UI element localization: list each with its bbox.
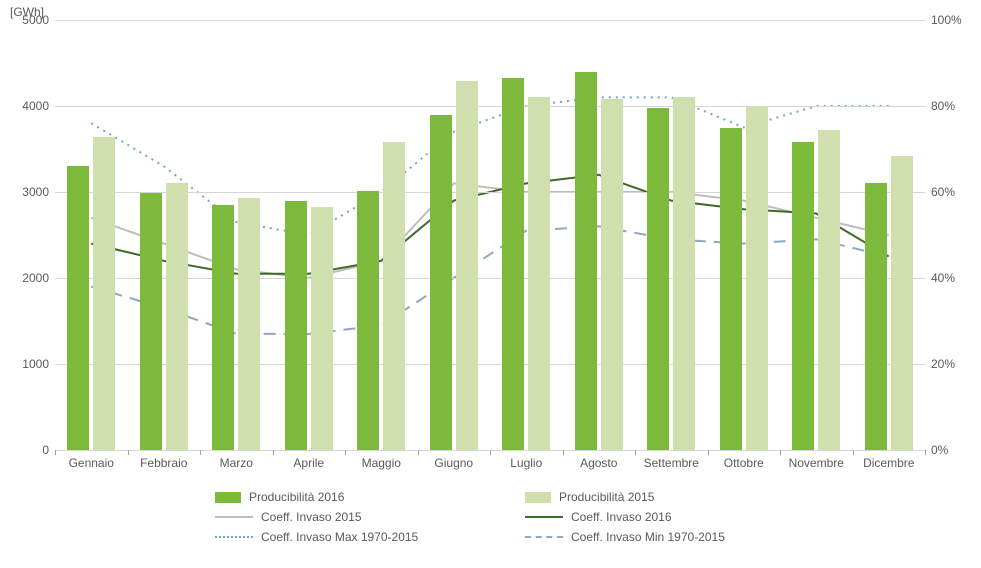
legend-label: Coeff. Invaso 2015 <box>261 510 362 524</box>
y-right-tick-label: 0% <box>931 443 976 457</box>
chart-container: [GWh] 00%100020%200040%300060%400080%500… <box>0 0 981 568</box>
legend-swatch-line-invasoMax <box>215 536 253 538</box>
line-invaso2016 <box>91 175 889 274</box>
bar-prod2016 <box>67 166 89 450</box>
x-tick <box>418 450 419 455</box>
y-right-tick-label: 20% <box>931 357 976 371</box>
legend-label: Producibilità 2016 <box>249 490 344 504</box>
bar-prod2015 <box>528 97 550 450</box>
x-category-label: Marzo <box>220 456 253 470</box>
line-invasoMax <box>91 97 889 235</box>
x-category-label: Luglio <box>510 456 542 470</box>
y-left-tick-label: 2000 <box>4 271 49 285</box>
x-category-label: Dicembre <box>863 456 914 470</box>
legend-swatch-line-invaso2016 <box>525 516 563 518</box>
x-category-label: Settembre <box>644 456 699 470</box>
legend-item-invasoMin: Coeff. Invaso Min 1970-2015 <box>525 530 835 544</box>
line-invaso2015 <box>91 183 889 278</box>
bar-prod2015 <box>456 81 478 450</box>
plot-area: [GWh] 00%100020%200040%300060%400080%500… <box>55 20 925 450</box>
x-tick <box>853 450 854 455</box>
bar-prod2015 <box>311 207 333 450</box>
bar-prod2016 <box>140 193 162 450</box>
x-category-label: Giugno <box>434 456 473 470</box>
x-tick <box>490 450 491 455</box>
x-tick <box>200 450 201 455</box>
legend-label: Producibilità 2015 <box>559 490 654 504</box>
legend: Producibilità 2016 Producibilità 2015 Co… <box>215 490 835 544</box>
gridline <box>55 20 925 21</box>
x-category-label: Aprile <box>293 456 324 470</box>
legend-swatch-line-invaso2015 <box>215 516 253 518</box>
legend-item-prod2016: Producibilità 2016 <box>215 490 525 504</box>
x-tick <box>345 450 346 455</box>
legend-item-invaso2016: Coeff. Invaso 2016 <box>525 510 835 524</box>
x-tick <box>563 450 564 455</box>
bar-prod2016 <box>865 183 887 450</box>
y-left-tick-label: 1000 <box>4 357 49 371</box>
x-tick <box>635 450 636 455</box>
x-category-label: Ottobre <box>724 456 764 470</box>
x-category-label: Agosto <box>580 456 617 470</box>
bar-prod2015 <box>818 130 840 450</box>
x-tick <box>273 450 274 455</box>
legend-label: Coeff. Invaso Max 1970-2015 <box>261 530 418 544</box>
bar-prod2015 <box>383 142 405 450</box>
x-tick <box>55 450 56 455</box>
y-left-tick-label: 4000 <box>4 99 49 113</box>
bar-prod2016 <box>357 191 379 450</box>
bar-prod2016 <box>212 205 234 450</box>
line-invasoMin <box>91 226 889 334</box>
bar-prod2015 <box>673 97 695 450</box>
x-category-label: Novembre <box>789 456 844 470</box>
legend-item-prod2015: Producibilità 2015 <box>525 490 835 504</box>
bar-prod2016 <box>792 142 814 450</box>
bar-prod2016 <box>285 201 307 450</box>
y-left-tick-label: 5000 <box>4 13 49 27</box>
legend-swatch-bar-prod2015 <box>525 492 551 503</box>
legend-swatch-line-invasoMin <box>525 536 563 538</box>
y-right-tick-label: 40% <box>931 271 976 285</box>
bar-prod2015 <box>746 106 768 450</box>
bar-prod2016 <box>647 108 669 450</box>
x-tick <box>708 450 709 455</box>
bar-prod2016 <box>720 128 742 451</box>
y-left-tick-label: 0 <box>4 443 49 457</box>
legend-label: Coeff. Invaso Min 1970-2015 <box>571 530 725 544</box>
bar-prod2015 <box>601 99 623 450</box>
x-tick <box>128 450 129 455</box>
bar-prod2015 <box>166 183 188 450</box>
bar-prod2015 <box>238 198 260 450</box>
bar-prod2016 <box>502 78 524 450</box>
y-right-tick-label: 100% <box>931 13 976 27</box>
bar-prod2015 <box>93 137 115 450</box>
legend-label: Coeff. Invaso 2016 <box>571 510 672 524</box>
bar-prod2016 <box>430 115 452 450</box>
legend-item-invaso2015: Coeff. Invaso 2015 <box>215 510 525 524</box>
bar-prod2015 <box>891 156 913 450</box>
legend-swatch-bar-prod2016 <box>215 492 241 503</box>
legend-item-invasoMax: Coeff. Invaso Max 1970-2015 <box>215 530 525 544</box>
x-tick <box>780 450 781 455</box>
y-right-tick-label: 80% <box>931 99 976 113</box>
bar-prod2016 <box>575 72 597 450</box>
y-left-tick-label: 3000 <box>4 185 49 199</box>
x-category-label: Maggio <box>362 456 401 470</box>
x-category-label: Gennaio <box>69 456 114 470</box>
y-right-tick-label: 60% <box>931 185 976 199</box>
x-tick <box>925 450 926 455</box>
gridline <box>55 106 925 107</box>
x-category-label: Febbraio <box>140 456 187 470</box>
